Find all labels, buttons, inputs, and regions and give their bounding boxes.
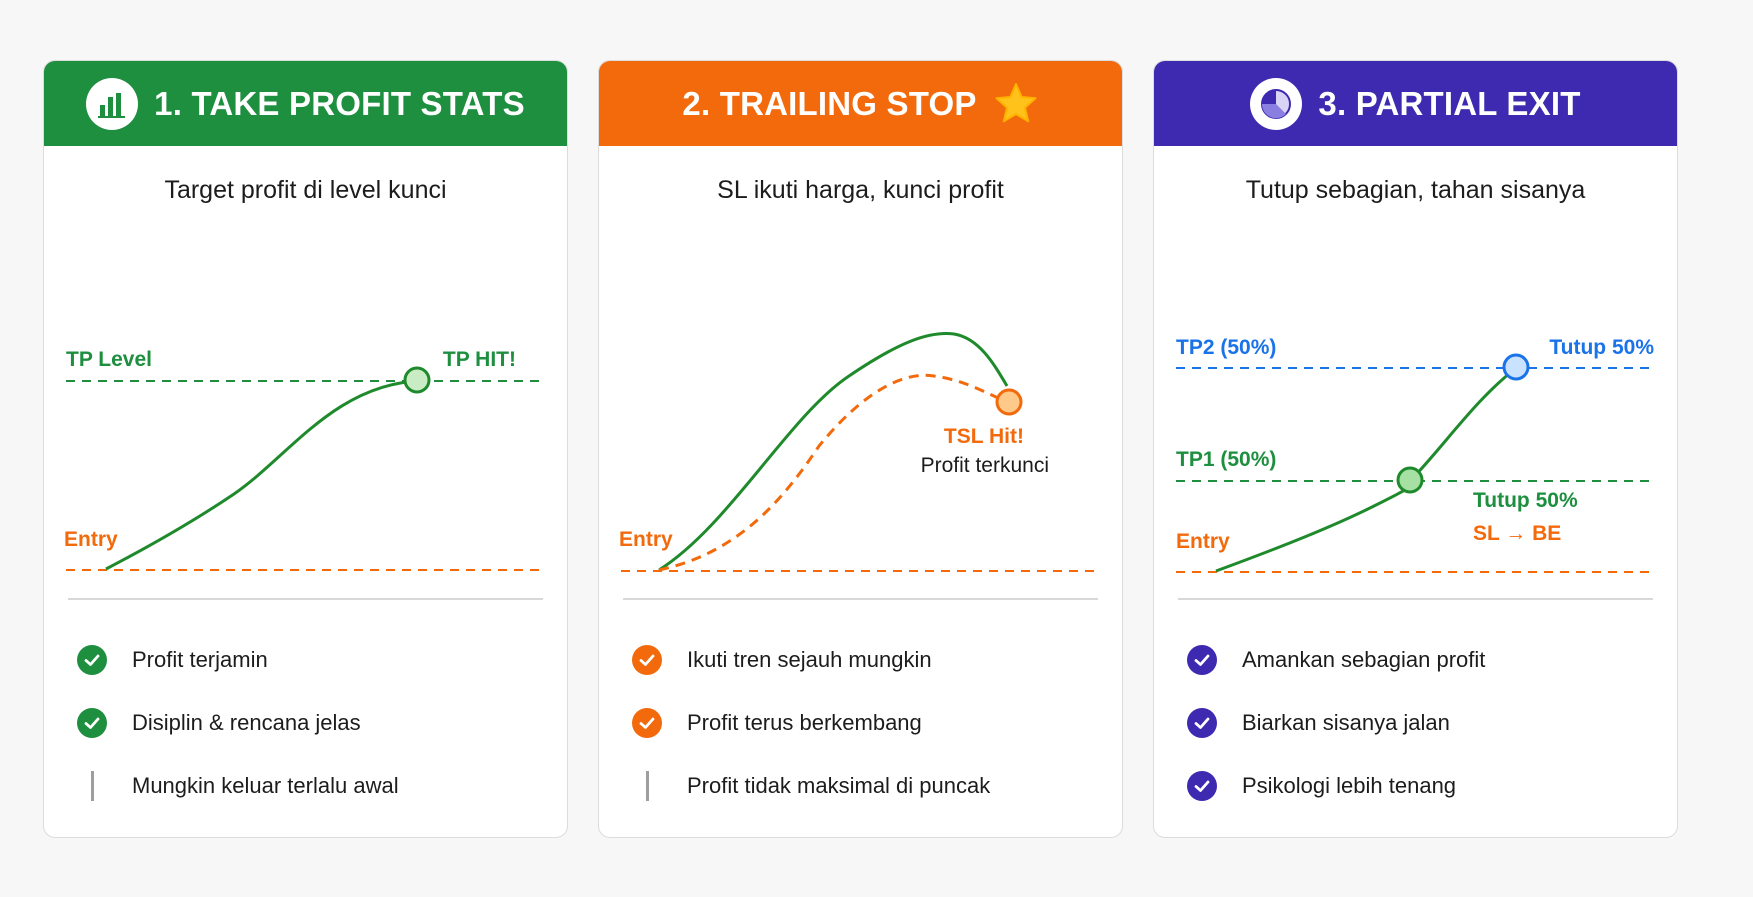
tp-level-label: TP Level — [66, 348, 152, 371]
bar-chart-icon — [86, 77, 139, 130]
check-icon — [77, 644, 107, 675]
pros-cons-list: Amankan sebagian profit Biarkan sisanya … — [1186, 628, 1485, 817]
check-icon — [77, 707, 107, 738]
sl-be-label: SL → BE — [1473, 522, 1561, 545]
list-item: Profit terjamin — [76, 628, 399, 691]
close-top-label: Tutup 50% — [1549, 336, 1654, 359]
divider — [1178, 598, 1653, 600]
bar-icon — [645, 770, 649, 801]
check-icon — [1187, 770, 1217, 801]
tp1-label: TP1 (50%) — [1176, 448, 1276, 471]
tsl-hit-point — [995, 388, 1023, 416]
card-title: 1. TAKE PROFIT STATS — [154, 84, 525, 122]
card-take-profit: 1. TAKE PROFIT STATS Target profit di le… — [43, 60, 568, 838]
card-header: 1. TAKE PROFIT STATS — [44, 61, 567, 146]
card-title: 2. TRAILING STOP — [682, 84, 977, 122]
list-item-text: Psikologi lebih tenang — [1242, 772, 1457, 798]
card-subtitle: Target profit di level kunci — [164, 176, 447, 204]
pros-cons-list: Profit terjamin Disiplin & rencana jelas… — [76, 628, 399, 817]
check-icon — [1187, 644, 1217, 675]
list-item: Biarkan sisanya jalan — [1186, 691, 1485, 754]
list-item-text: Profit terjamin — [132, 646, 268, 672]
list-item: Profit tidak maksimal di puncak — [631, 754, 990, 817]
card-trailing-stop: 2. TRAILING STOP SL ikuti harga, kunci p… — [598, 60, 1123, 838]
card-partial-exit: 3. PARTIAL EXIT Tutup sebagian, tahan si… — [1153, 60, 1678, 838]
tp-hit-point — [403, 366, 431, 394]
star-icon — [995, 82, 1037, 122]
tp2-point — [1502, 353, 1530, 381]
card-header: 3. PARTIAL EXIT — [1154, 61, 1677, 146]
card-subtitle: Tutup sebagian, tahan sisanya — [1245, 176, 1586, 204]
entry-label: Entry — [1176, 530, 1230, 553]
divider — [623, 598, 1098, 600]
list-item-text: Profit tidak maksimal di puncak — [687, 772, 991, 798]
partial-exit-diagram: TP2 (50%) Tutup 50% TP1 (50%) Tutup 50% … — [1176, 336, 1656, 573]
list-item: Disiplin & rencana jelas — [76, 691, 399, 754]
pie-chart-icon — [1250, 77, 1303, 130]
list-item: Mungkin keluar terlalu awal — [76, 754, 399, 817]
profit-locked-label: Profit terkunci — [921, 454, 1049, 477]
card-title: 3. PARTIAL EXIT — [1318, 84, 1581, 122]
tsl-hit-label: TSL Hit! — [944, 425, 1024, 448]
list-item-text: Profit terus berkembang — [687, 709, 922, 735]
list-item: Psikologi lebih tenang — [1186, 754, 1485, 817]
tp2-label: TP2 (50%) — [1176, 336, 1276, 359]
pros-cons-list: Ikuti tren sejauh mungkin Profit terus b… — [631, 628, 990, 817]
list-item-text: Amankan sebagian profit — [1242, 646, 1486, 672]
entry-label: Entry — [619, 528, 673, 551]
list-item-text: Mungkin keluar terlalu awal — [132, 772, 399, 798]
check-icon — [1187, 707, 1217, 738]
take-profit-diagram: TP Level TP HIT! Entry — [64, 348, 546, 571]
bar-icon — [90, 770, 94, 801]
list-item-text: Biarkan sisanya jalan — [1242, 709, 1450, 735]
list-item: Amankan sebagian profit — [1186, 628, 1485, 691]
card-subtitle: SL ikuti harga, kunci profit — [717, 176, 1004, 204]
list-item: Profit terus berkembang — [631, 691, 990, 754]
trailing-stop-diagram: TSL Hit! Profit terkunci Entry — [619, 332, 1101, 572]
tp1-point — [1396, 466, 1424, 494]
check-icon — [632, 707, 662, 738]
divider — [68, 598, 543, 600]
check-icon — [632, 644, 662, 675]
entry-label: Entry — [64, 528, 118, 551]
list-item-text: Ikuti tren sejauh mungkin — [687, 646, 932, 672]
close-mid-label: Tutup 50% — [1473, 489, 1578, 512]
list-item-text: Disiplin & rencana jelas — [132, 709, 361, 735]
list-item: Ikuti tren sejauh mungkin — [631, 628, 990, 691]
tp-hit-label: TP HIT! — [443, 348, 516, 371]
card-header: 2. TRAILING STOP — [599, 61, 1122, 146]
